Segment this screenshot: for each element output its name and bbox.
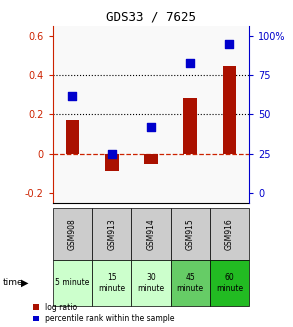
Text: GSM913: GSM913 [107, 218, 116, 250]
Bar [144, 154, 158, 164]
Bar [223, 66, 236, 154]
Point [70, 93, 75, 98]
Bar [183, 98, 197, 154]
Legend: log ratio, percentile rank within the sample: log ratio, percentile rank within the sa… [33, 303, 175, 323]
Text: ▶: ▶ [21, 278, 29, 288]
Point [188, 60, 193, 65]
Text: time: time [3, 278, 23, 287]
Text: GSM908: GSM908 [68, 218, 77, 250]
Point [149, 124, 153, 129]
Bar [66, 120, 79, 154]
Point [227, 41, 232, 46]
Bar [105, 154, 118, 171]
Text: GSM915: GSM915 [186, 218, 195, 250]
Title: GDS33 / 7625: GDS33 / 7625 [106, 10, 196, 24]
Text: GSM914: GSM914 [146, 218, 155, 250]
Text: 60
minute: 60 minute [216, 273, 243, 293]
Text: 45
minute: 45 minute [177, 273, 204, 293]
Point [109, 151, 114, 156]
Text: GSM916: GSM916 [225, 218, 234, 250]
Text: 15
minute: 15 minute [98, 273, 125, 293]
Text: 30
minute: 30 minute [137, 273, 164, 293]
Text: 5 minute: 5 minute [55, 278, 90, 287]
